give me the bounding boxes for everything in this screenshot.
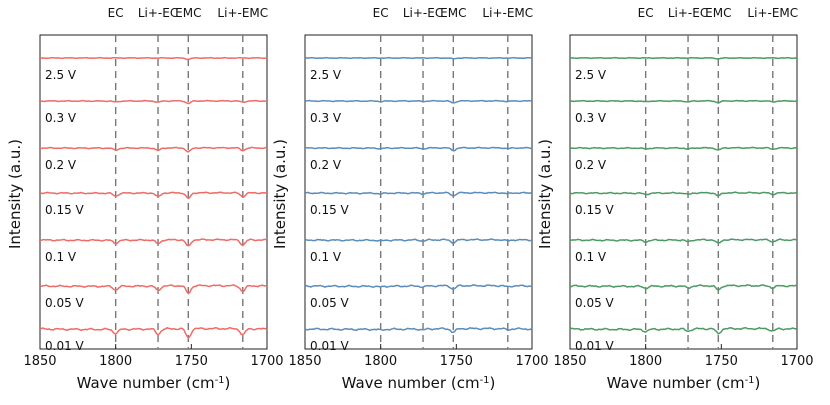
marker-label-2: Li+-EC <box>403 6 443 20</box>
spectrum-trace <box>304 326 533 334</box>
y-axis-label: Intensity (a.u.) <box>536 139 554 249</box>
spectrum-trace <box>569 284 798 291</box>
trace-label: 0.3 V <box>45 111 77 125</box>
spectrum-trace <box>569 99 798 104</box>
spectrum-trace <box>39 56 268 61</box>
trace-label: 0.1 V <box>310 250 342 264</box>
x-tick-label: 1750 <box>705 354 738 369</box>
y-axis-label: Intensity (a.u.) <box>6 139 24 249</box>
spectrum-trace <box>39 326 268 339</box>
x-tick-label: 1700 <box>515 354 548 369</box>
trace-label: 0.1 V <box>45 250 77 264</box>
x-tick-label: 1750 <box>440 354 473 369</box>
trace-label: 0.01 V <box>575 339 615 353</box>
x-tick-label: 1850 <box>553 354 586 369</box>
x-axis-label: Wave number (cm-1) <box>77 374 231 392</box>
spectrum-trace <box>39 191 268 200</box>
x-axis-label: Wave number (cm-1) <box>342 374 496 392</box>
x-tick-label: 1800 <box>364 354 397 369</box>
plot-frame <box>304 34 533 350</box>
spectrum-trace <box>304 284 533 290</box>
plot-frame <box>569 34 798 350</box>
trace-label: 0.1 V <box>575 250 607 264</box>
spectrum-trace <box>39 99 268 105</box>
spectrum-trace <box>304 99 533 104</box>
marker-label-4: Li+-EMC <box>217 6 268 20</box>
marker-label-3: EMC <box>705 6 731 20</box>
y-axis-label: Intensity (a.u.) <box>271 139 289 249</box>
trace-label: 0.3 V <box>575 111 607 125</box>
spectrum-trace <box>39 146 268 153</box>
spectrum-trace <box>39 238 268 247</box>
trace-label: 0.01 V <box>45 339 85 353</box>
x-tick-label: 1800 <box>629 354 662 369</box>
trace-label: 0.15 V <box>45 203 85 217</box>
marker-label-3: EMC <box>440 6 466 20</box>
spectrum-trace <box>304 146 533 152</box>
trace-label: 0.3 V <box>310 111 342 125</box>
trace-label: 0.05 V <box>310 296 350 310</box>
spectrum-trace <box>304 56 533 60</box>
x-axis-label: Wave number (cm-1) <box>607 374 761 392</box>
trace-label: 0.2 V <box>310 158 342 172</box>
marker-label-1: EC <box>373 6 389 20</box>
x-tick-label: 1700 <box>780 354 813 369</box>
x-tick-label: 1700 <box>250 354 283 369</box>
marker-label-4: Li+-EMC <box>482 6 533 20</box>
spectrum-trace <box>304 238 533 245</box>
spectrum-trace <box>569 238 798 244</box>
spectrum-trace <box>304 191 533 197</box>
x-tick-label: 1850 <box>23 354 56 369</box>
trace-label: 2.5 V <box>575 68 607 82</box>
spectrum-trace <box>569 146 798 151</box>
trace-label: 2.5 V <box>45 68 77 82</box>
trace-label: 0.01 V <box>310 339 350 353</box>
marker-label-2: Li+-EC <box>668 6 708 20</box>
spectrum-trace <box>569 326 798 335</box>
marker-label-1: EC <box>638 6 654 20</box>
marker-label-3: EMC <box>175 6 201 20</box>
plot-frame <box>39 34 268 350</box>
trace-label: 0.2 V <box>575 158 607 172</box>
trace-label: 0.05 V <box>575 296 615 310</box>
marker-label-2: Li+-EC <box>138 6 178 20</box>
trace-label: 0.05 V <box>45 296 85 310</box>
x-tick-label: 1800 <box>99 354 132 369</box>
trace-label: 2.5 V <box>310 68 342 82</box>
trace-label: 0.2 V <box>45 158 77 172</box>
marker-label-4: Li+-EMC <box>747 6 798 20</box>
trace-label: 0.15 V <box>575 203 615 217</box>
trace-label: 0.15 V <box>310 203 350 217</box>
spectrum-trace <box>569 191 798 197</box>
marker-label-1: EC <box>108 6 124 20</box>
x-tick-label: 1750 <box>175 354 208 369</box>
x-tick-label: 1850 <box>288 354 321 369</box>
spectrum-trace <box>569 56 798 60</box>
spectrum-trace <box>39 284 268 295</box>
